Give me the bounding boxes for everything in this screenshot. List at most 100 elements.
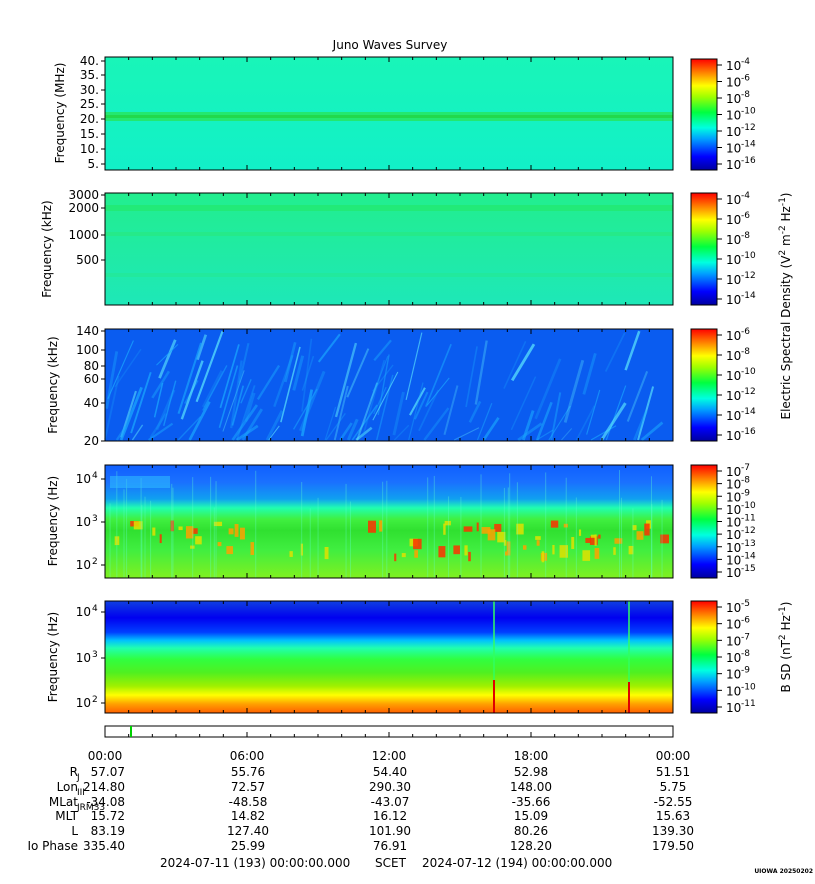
colorbar-tick-exponent: -10 — [741, 501, 756, 511]
ephemeris-value: 83.19 — [91, 824, 125, 838]
panel-3-ytick-label: 20 — [84, 434, 99, 448]
emission-burst — [614, 538, 623, 544]
emission-streak — [418, 389, 440, 432]
emission-burst — [522, 545, 527, 550]
emission-streak — [534, 358, 562, 420]
emission-streak — [582, 352, 597, 395]
emission-streak — [196, 334, 208, 361]
emission-burst — [535, 536, 541, 540]
time-tick-label: 12:00 — [372, 749, 407, 763]
colorbar-tick-exponent: -15 — [741, 564, 756, 574]
emission-streak — [104, 375, 120, 440]
emission-streak — [188, 401, 211, 441]
emission-burst — [590, 534, 596, 538]
emission-burst — [170, 520, 174, 532]
colorbar-tick-exponent: -14 — [741, 140, 756, 150]
emission-streak — [236, 385, 256, 441]
colorbar-tick-base: 10 — [726, 528, 741, 542]
panel-3-ytick-label: 100 — [76, 343, 99, 357]
colorbar-3 — [690, 328, 718, 442]
emission-streak — [563, 359, 585, 423]
emission-streak — [324, 406, 337, 441]
emission-streak — [292, 355, 305, 391]
panel-1-ylabel: Frequency (MHz) — [53, 63, 67, 164]
ephemeris-value: 57.07 — [91, 765, 125, 779]
emission-streak — [284, 341, 297, 383]
emission-burst — [159, 534, 162, 544]
emission-burst — [300, 543, 303, 556]
panel-5-spectrogram — [105, 601, 673, 713]
colorbar-tick-exponent: -6 — [741, 74, 750, 84]
emission-streak — [180, 360, 204, 420]
colorbar-tick-exponent: -10 — [741, 682, 756, 692]
colorbar-tick-exponent: -13 — [741, 539, 756, 549]
emission-streak — [586, 389, 601, 435]
emission-streak — [468, 400, 482, 423]
emission-burst — [481, 527, 491, 534]
emission-streak — [346, 348, 370, 398]
panel-4-ytick-exponent: 2 — [92, 557, 98, 567]
ephemeris-label-subscript: JRM33 — [76, 803, 105, 813]
emission-burst — [453, 545, 460, 555]
colorbar-tick-base: 10 — [726, 429, 741, 443]
ephemeris-label: L — [71, 824, 78, 838]
emission-streak — [151, 370, 170, 399]
emission-streak — [333, 385, 349, 441]
emission-streak — [425, 343, 452, 408]
emission-burst — [660, 534, 669, 544]
electric-colorbar-label: Electric Spectral Density (V2 m-2 Hz-1) — [778, 192, 793, 419]
emission-streak — [575, 405, 596, 441]
colorbar-tick-exponent: -11 — [741, 699, 756, 709]
emission-streak — [325, 412, 346, 441]
ephemeris-value: -48.58 — [229, 795, 268, 809]
emission-streak — [301, 355, 315, 391]
panel-3-ytick-label: 40 — [84, 396, 99, 410]
colorbar-tick-exponent: -11 — [741, 514, 756, 524]
panel-1-ytick-label: 20. — [80, 112, 99, 126]
emission-burst — [563, 523, 568, 528]
emission-streak — [301, 338, 313, 412]
colorbar-tick-exponent: -6 — [741, 327, 750, 337]
panel-5-ytick-exponent: 2 — [92, 695, 98, 705]
emission-streak — [408, 382, 424, 441]
ephemeris-value: 15.63 — [656, 809, 690, 823]
ephemeris-value: 128.20 — [510, 839, 552, 853]
emission-streak — [107, 340, 134, 400]
colorbar-tick-base: 10 — [726, 553, 741, 567]
emission-burst — [185, 526, 194, 539]
emission-burst — [464, 545, 468, 556]
emission-streak — [240, 379, 252, 404]
emission-burst — [228, 528, 234, 535]
ephemeris-value: 16.12 — [373, 809, 407, 823]
ephemeris-label: MLat — [49, 795, 78, 809]
emission-streak — [503, 340, 527, 389]
emission-burst — [487, 529, 496, 541]
panel-5-ylabel: Frequency (Hz) — [46, 612, 60, 703]
ephemeris-value: 15.09 — [514, 809, 548, 823]
ephemeris-label: Io Phase — [27, 839, 78, 853]
emission-streak — [373, 386, 387, 415]
emission-burst — [379, 520, 383, 532]
colorbar-tick-base: 10 — [726, 668, 741, 682]
chart-title: Juno Waves Survey — [332, 38, 448, 52]
ephemeris-value: 15.72 — [91, 809, 125, 823]
ephemeris-value: 214.80 — [83, 780, 125, 794]
emission-burst — [494, 523, 502, 532]
emission-burst — [133, 521, 143, 530]
panel-3-ylabel: Frequency (kHz) — [46, 336, 60, 433]
emission-streak — [300, 389, 314, 437]
ephemeris-value: 80.26 — [514, 824, 548, 838]
colorbar-tick-base: 10 — [726, 293, 741, 307]
emission-streak — [339, 422, 353, 441]
ephemeris-label: MLT — [55, 809, 78, 823]
emission-streak — [202, 365, 228, 411]
emission-streak — [346, 418, 359, 441]
emission-burst — [506, 541, 511, 553]
panel-4-emission-bursts — [109, 470, 669, 578]
ephemeris-value: 52.98 — [514, 765, 548, 779]
emission-streak — [423, 407, 450, 441]
ephemeris-value: 54.40 — [373, 765, 407, 779]
colorbar-tick-exponent: -14 — [741, 291, 756, 301]
panel-1-y-ticks: 40.35.30.25.20.15.10.5. — [80, 54, 105, 171]
emission-streak — [393, 424, 410, 441]
